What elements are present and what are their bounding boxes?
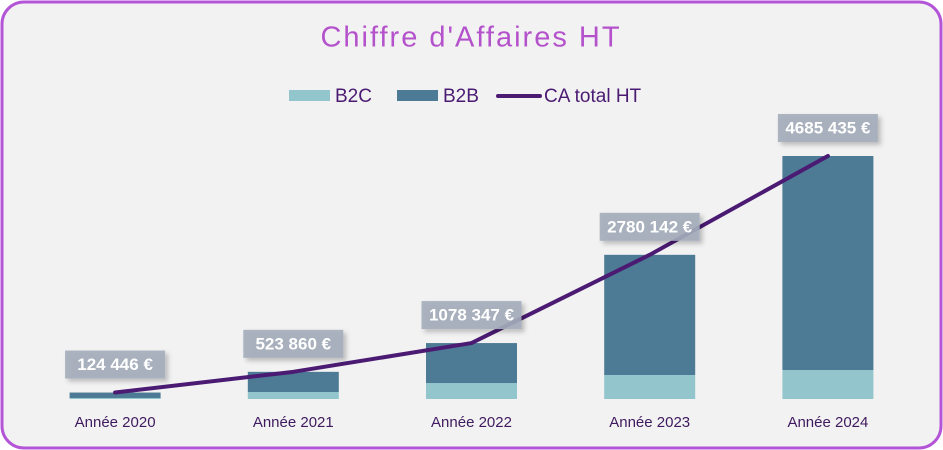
plot-area: Année 2020 Année 2021 Année 2022 Année 2023… <box>65 114 878 431</box>
bar-segment <box>782 370 874 399</box>
legend-label: CA total HT <box>544 86 642 107</box>
x-tick-label: Année 2021 <box>253 414 334 431</box>
data-label: 523 860 € <box>243 329 344 358</box>
data-label-text: 1078 347 € <box>429 306 515 325</box>
bar-segment <box>69 392 161 398</box>
legend-label: B2C <box>335 86 372 107</box>
bar-segment <box>604 374 696 399</box>
data-label-box <box>599 212 700 241</box>
data-label-box <box>65 350 166 379</box>
x-tick-label: Année 2024 <box>787 414 868 431</box>
data-label-text: 2780 142 € <box>607 217 693 236</box>
data-label: 124 446 € <box>65 350 166 379</box>
legend: B2C B2B CA total HT <box>289 86 642 107</box>
legend-swatch <box>289 90 330 101</box>
bar-segment <box>426 383 517 399</box>
data-label: 1078 347 € <box>421 301 522 330</box>
data-label-text: 523 860 € <box>255 334 331 353</box>
x-tick-label: Année 2020 <box>75 414 156 431</box>
bar-segment <box>247 371 339 392</box>
legend-label: B2B <box>443 86 479 107</box>
data-label: 2780 142 € <box>599 212 700 241</box>
bar-segment <box>782 156 874 371</box>
bar-segment <box>604 254 696 375</box>
data-label-box <box>777 114 878 142</box>
x-tick-label: Année 2022 <box>431 414 512 431</box>
data-label: 4685 435 € <box>777 114 878 142</box>
data-label-box <box>421 301 522 330</box>
legend-swatch <box>397 90 438 101</box>
data-label-text: 124 446 € <box>77 355 153 374</box>
x-tick-label: Année 2023 <box>609 414 690 431</box>
chart-title: Chiffre d'Affaires HT <box>320 22 621 54</box>
bar-segment <box>247 391 339 399</box>
data-label-box <box>243 329 344 358</box>
bar-segment <box>69 397 161 399</box>
data-label-text: 4685 435 € <box>785 118 871 137</box>
line <box>113 154 830 395</box>
